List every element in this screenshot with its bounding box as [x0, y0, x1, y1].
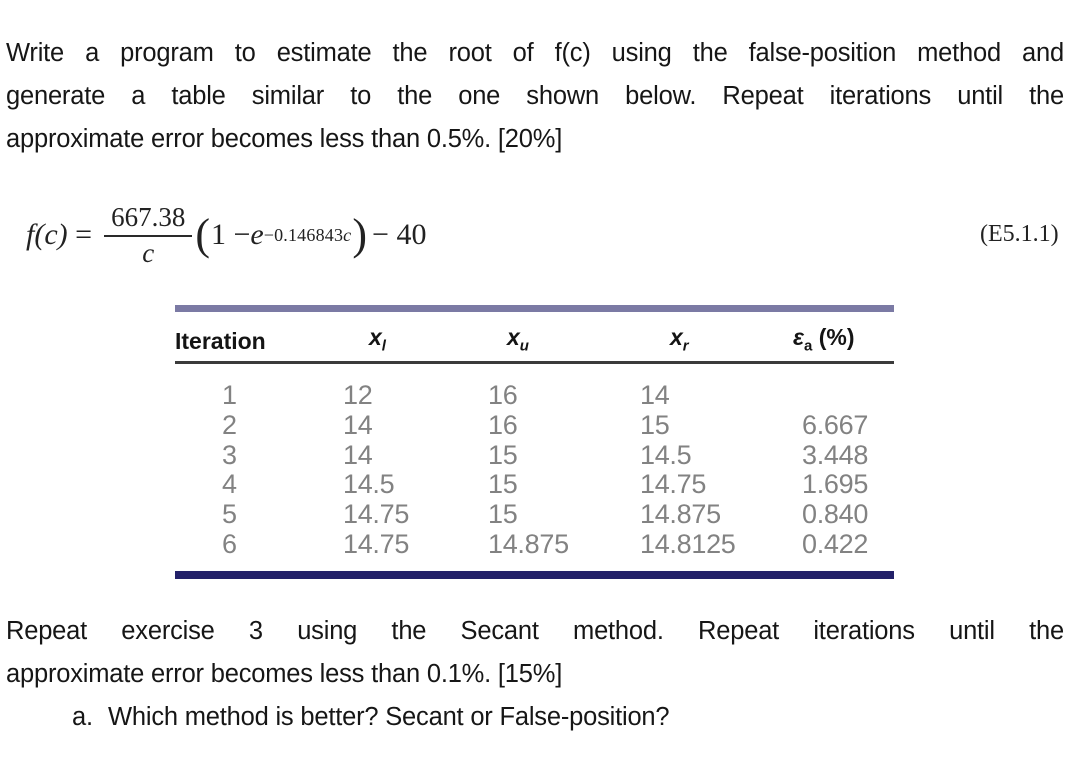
cell-iteration: 4: [222, 469, 237, 500]
header-xu-base: x: [507, 324, 520, 351]
equation-exponent: −0.146843c: [264, 225, 352, 246]
cell-ea: 1.695: [802, 469, 869, 500]
cell-iteration: 3: [222, 439, 237, 470]
cell-xl: 14.75: [343, 528, 410, 559]
header-ea-unit: (%): [812, 324, 855, 351]
table-row: 5 14.75 15 14.875 0.840: [175, 499, 894, 530]
cell-xu: 14.875: [488, 528, 569, 559]
close-paren: ): [352, 210, 368, 260]
cell-xu: 16: [488, 409, 518, 440]
cell-xu: 15: [488, 439, 518, 470]
header-xr-sub: r: [682, 338, 689, 355]
equation-body: 1 −: [210, 218, 251, 251]
cell-xu: 16: [488, 380, 518, 410]
cell-iteration: 6: [222, 528, 237, 559]
iteration-table: Iteration xl xu xr εa (%) 1 12 16 14 2 14 16 1…: [175, 305, 894, 579]
paragraph-line-2: approximate error becomes less than 0.1%…: [6, 660, 563, 688]
header-xl-sub: l: [381, 338, 386, 355]
table-bottom-rule: [175, 570, 894, 579]
equation-label: (E5.1.1): [980, 221, 1059, 247]
cell-xr: 14.8125: [640, 528, 736, 559]
list-item-a: a. Which method is better? Secant or Fals…: [6, 696, 1064, 739]
equation-tail: − 40: [372, 218, 427, 251]
header-xr-base: x: [670, 324, 683, 351]
open-paren: (: [195, 210, 210, 260]
equals-sign: =: [75, 218, 93, 251]
header-xu: xu: [488, 324, 640, 355]
paragraph-line-3: approximate error becomes less than 0.5%…: [6, 125, 563, 153]
header-xl-base: x: [369, 324, 382, 351]
cell-xl: 12: [343, 380, 373, 410]
problem-statement-paragraph: Write a program to estimate the root of …: [6, 32, 1064, 161]
cell-xl: 14: [343, 409, 373, 440]
table-body: 1 12 16 14 2 14 16 15 6.667 3 14 15 14.5 3.448 4 14.…: [175, 380, 894, 560]
cell-ea: [802, 381, 894, 411]
cell-iteration: 2: [222, 409, 237, 440]
header-ea-base: ε: [793, 324, 805, 351]
table-row: 3 14 15 14.5 3.448: [175, 439, 894, 471]
list-item-marker: a.: [72, 703, 93, 731]
header-ea-sub: a: [804, 338, 813, 355]
cell-xr: 14: [640, 380, 670, 410]
equation-fraction: 667.38 c: [104, 203, 193, 268]
table-row: 2 14 16 15 6.667: [175, 409, 894, 441]
secant-exercise-paragraph: Repeat exercise 3 using the Secant metho…: [6, 610, 1064, 739]
header-xu-sub: u: [519, 338, 529, 355]
cell-ea: 6.667: [802, 409, 869, 440]
euler-e: e: [250, 218, 264, 251]
equation-formula: f(c) = 667.38 c ( 1 − e −0.146843c ) − 4…: [26, 192, 426, 278]
fraction-denominator: c: [142, 237, 155, 268]
cell-xr: 14.5: [640, 439, 692, 470]
cell-xr: 14.75: [640, 469, 707, 500]
exponent-variable: c: [343, 224, 352, 245]
cell-xu: 15: [488, 499, 518, 530]
paragraph-line-1: Write a program to estimate the root of …: [6, 39, 1064, 67]
cell-xu: 15: [488, 469, 518, 500]
table-top-rule: [175, 305, 894, 312]
cell-iteration: 5: [222, 499, 237, 530]
function-symbol: f(c): [26, 218, 68, 251]
table-row: 1 12 16 14: [175, 380, 894, 411]
cell-ea: 0.422: [802, 528, 869, 559]
list-item-text: Which method is better? Secant or False-…: [108, 703, 670, 731]
cell-ea: 3.448: [802, 439, 869, 470]
cell-xl: 14.75: [343, 499, 410, 530]
header-iteration: Iteration: [175, 328, 266, 354]
equation-lhs: f(c) =: [26, 218, 92, 252]
table-header-row: Iteration xl xu xr εa (%): [175, 312, 894, 361]
cell-xr: 14.875: [640, 499, 721, 530]
cell-xl: 14: [343, 439, 373, 470]
header-xl: xl: [343, 324, 488, 355]
cell-ea: 0.840: [802, 499, 869, 530]
header-ea: εa (%): [793, 324, 894, 355]
fraction-numerator: 667.38: [104, 203, 193, 237]
paragraph-line-2: generate a table similar to the one show…: [6, 82, 1064, 110]
table-row: 4 14.5 15 14.75 1.695: [175, 470, 894, 500]
table-header-rule: [175, 361, 894, 364]
paragraph-line-1: Repeat exercise 3 using the Secant metho…: [6, 617, 1064, 645]
exponent-number: −0.146843: [263, 224, 344, 245]
header-xr: xr: [640, 324, 802, 355]
cell-iteration: 1: [222, 380, 237, 410]
cell-xl: 14.5: [343, 469, 395, 500]
cell-xr: 15: [640, 409, 670, 440]
table-row: 6 14.75 14.875 14.8125 0.422: [175, 528, 894, 560]
